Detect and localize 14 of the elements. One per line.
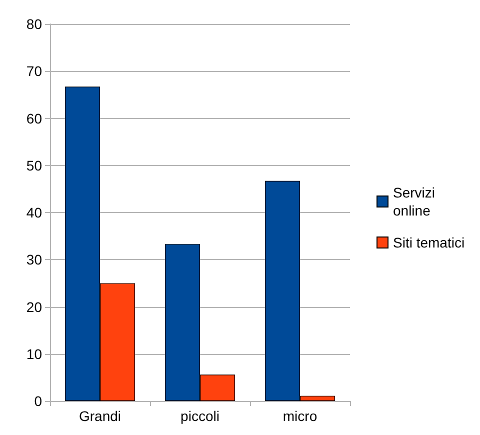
y-tick-label: 80: [26, 16, 42, 32]
legend-label: Servizi online: [393, 184, 439, 218]
x-tick-label: piccoli: [180, 408, 220, 424]
y-tick-label: 30: [26, 252, 42, 268]
y-tick-label: 50: [26, 157, 42, 174]
y-tick-label: 70: [26, 63, 42, 80]
y-tick-label: 40: [26, 204, 42, 220]
y-tick-label: 10: [26, 346, 42, 362]
x-tick-label: micro: [282, 408, 318, 424]
x-tick-label: Grandi: [78, 408, 122, 424]
y-tick-label: 60: [26, 110, 42, 126]
legend-label: Siti tematici: [393, 234, 465, 250]
y-tick-label: 20: [26, 298, 42, 315]
y-tick-label: 0: [34, 393, 42, 409]
